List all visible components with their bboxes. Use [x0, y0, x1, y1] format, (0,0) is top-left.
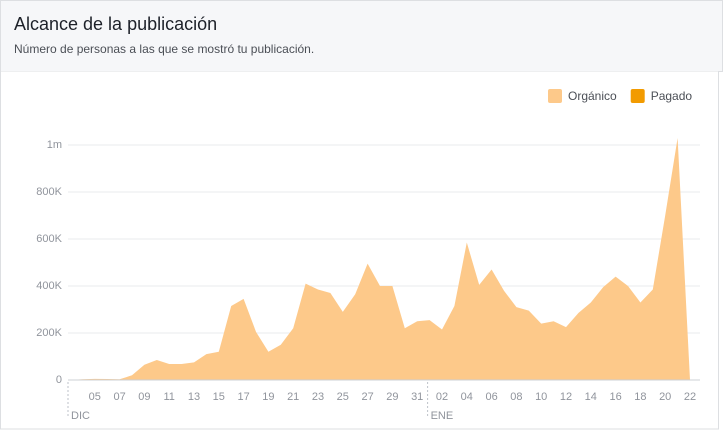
- x-tick-label: 22: [684, 391, 696, 403]
- x-tick-label: 29: [386, 391, 398, 403]
- y-tick-label: 600K: [36, 233, 62, 245]
- legend-swatch: [548, 89, 562, 103]
- x-tick-label: 15: [213, 391, 225, 403]
- subtitle: Número de personas a las que se mostró t…: [14, 42, 315, 56]
- x-tick-label: 13: [188, 391, 200, 403]
- legend-label: Pagado: [651, 89, 693, 103]
- x-tick-label: 19: [262, 391, 274, 403]
- x-tick-label: 07: [113, 391, 125, 403]
- y-tick-label: 800K: [36, 186, 62, 198]
- x-tick-label: 06: [485, 391, 497, 403]
- x-tick-label: 17: [237, 391, 249, 403]
- chart: 0 200K 400K 600K 800K 1m 05 07 09 11 13 15 17 19 21 23 2…: [0, 71, 719, 430]
- legend-swatch: [630, 89, 645, 103]
- area: [70, 137, 690, 380]
- x-tick-label: 08: [510, 391, 522, 403]
- y-tick-label: 200K: [36, 327, 62, 339]
- month-label: ENE: [431, 410, 454, 422]
- x-tick-label: 20: [659, 391, 671, 403]
- header: Alcance de la publicación Número de pers…: [0, 0, 723, 72]
- legend-label: Orgánico: [568, 89, 617, 103]
- x-tick-label: 11: [163, 391, 174, 403]
- x-tick-label: 12: [560, 391, 572, 403]
- x-tick-label: 23: [312, 391, 324, 403]
- x-tick-label: 04: [461, 391, 473, 403]
- x-tick-label: 21: [287, 391, 299, 403]
- y-tick-label: 400K: [36, 280, 62, 292]
- x-tick-label: 02: [436, 391, 448, 403]
- month-label: DIC: [71, 410, 90, 422]
- y-tick-label: 1m: [47, 139, 62, 151]
- title: Alcance de la publicación: [14, 14, 218, 34]
- x-tick-label: 14: [585, 391, 597, 403]
- x-tick-label: 05: [89, 391, 101, 403]
- x-tick-label: 25: [337, 391, 349, 403]
- y-tick-label: 0: [56, 374, 62, 386]
- x-tick-label: 31: [411, 391, 423, 403]
- x-tick-label: 09: [138, 391, 150, 403]
- x-tick-label: 18: [634, 391, 646, 403]
- x-tick-label: 10: [535, 391, 547, 403]
- x-tick-label: 16: [609, 391, 621, 403]
- x-tick-label: 27: [361, 391, 373, 403]
